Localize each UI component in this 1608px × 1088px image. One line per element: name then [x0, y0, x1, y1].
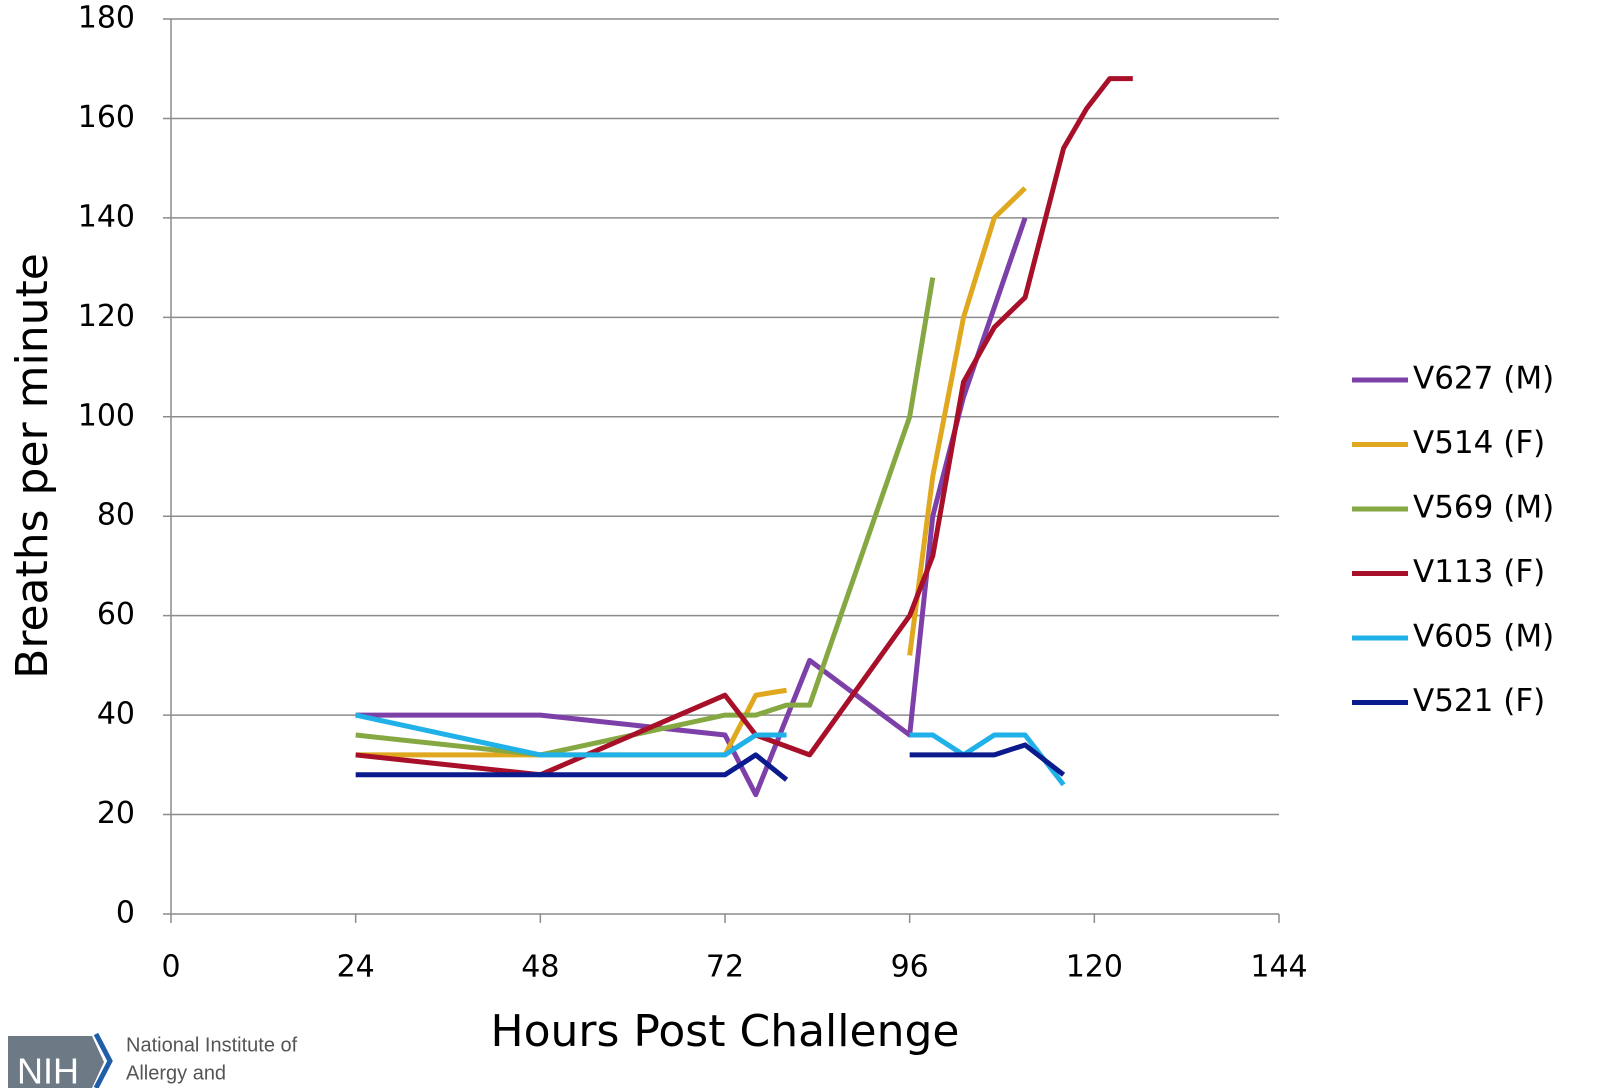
y-tick-label: 160 — [78, 100, 135, 135]
legend-label: V627 (M) — [1413, 361, 1554, 397]
footer-line: Allergy and — [126, 1062, 226, 1084]
x-tick-label: 0 — [161, 950, 180, 985]
x-tick-label: 120 — [1066, 950, 1123, 985]
legend-label: V514 (F) — [1413, 425, 1545, 461]
y-tick-label: 80 — [97, 498, 135, 533]
logo-chevron — [93, 1032, 113, 1088]
x-tick-label: 48 — [521, 950, 559, 985]
legend-label: V521 (F) — [1413, 683, 1545, 719]
y-tick-label: 120 — [78, 299, 135, 334]
y-tick-label: 0 — [116, 896, 135, 931]
series-line — [355, 186, 1027, 758]
series-line — [355, 712, 1066, 787]
series-line — [355, 742, 1066, 782]
y-tick-label: 180 — [78, 1, 135, 36]
x-tick-label: 144 — [1250, 950, 1307, 985]
series-line — [355, 277, 936, 758]
legend-label: V569 (M) — [1413, 490, 1554, 526]
series-line — [355, 76, 1133, 778]
y-axis-title: Breaths per minute — [7, 253, 58, 679]
y-tick-label: 20 — [97, 796, 135, 831]
y-tick-label: 60 — [97, 597, 135, 632]
logo-text: NIH — [17, 1051, 79, 1088]
nih-logo: NIH National Institute of Allergy and — [8, 1032, 298, 1088]
x-axis-title: Hours Post Challenge — [491, 1006, 960, 1057]
y-tick-label: 140 — [78, 199, 135, 234]
footer-line: National Institute of — [126, 1034, 298, 1056]
x-tick-label: 72 — [706, 950, 744, 985]
x-tick-label: 96 — [891, 950, 929, 985]
y-tick-label: 100 — [78, 398, 135, 433]
x-tick-label: 24 — [337, 950, 375, 985]
logo-badge — [8, 1036, 104, 1088]
y-tick-label: 40 — [97, 697, 135, 732]
legend-label: V113 (F) — [1413, 554, 1545, 590]
legend-label: V605 (M) — [1413, 619, 1554, 655]
